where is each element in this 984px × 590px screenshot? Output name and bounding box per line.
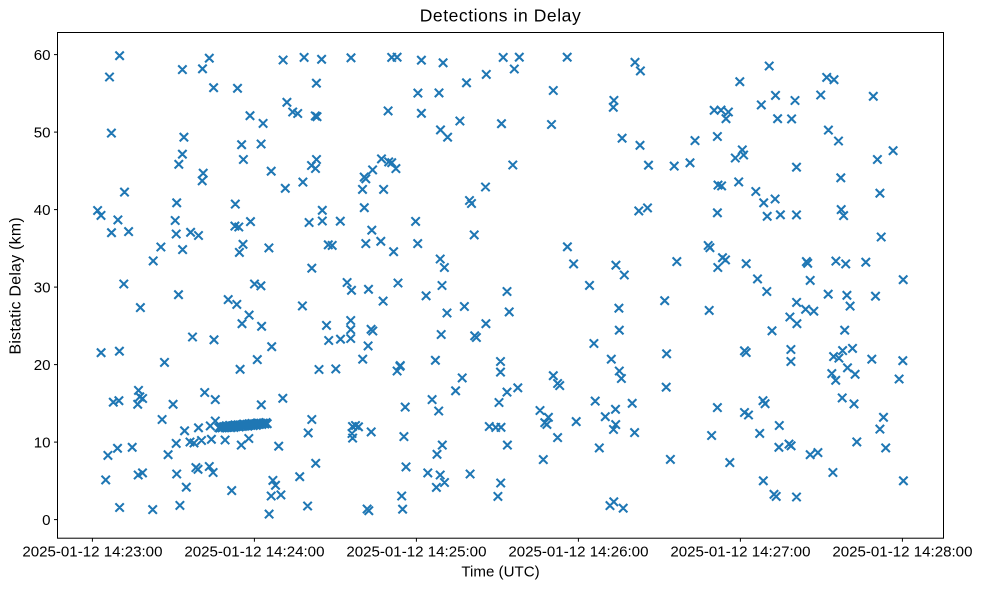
- svg-text:Detections in Delay: Detections in Delay: [420, 6, 582, 26]
- svg-text:20: 20: [34, 357, 51, 374]
- svg-text:2025-01-12 14:25:00: 2025-01-12 14:25:00: [346, 544, 486, 561]
- svg-text:60: 60: [34, 47, 51, 64]
- svg-text:2025-01-12 14:28:00: 2025-01-12 14:28:00: [832, 544, 972, 561]
- svg-text:30: 30: [34, 279, 51, 296]
- svg-text:2025-01-12 14:23:00: 2025-01-12 14:23:00: [22, 544, 162, 561]
- svg-text:Bistatic Delay (km): Bistatic Delay (km): [8, 217, 25, 354]
- svg-text:2025-01-12 14:26:00: 2025-01-12 14:26:00: [508, 544, 648, 561]
- svg-text:2025-01-12 14:24:00: 2025-01-12 14:24:00: [184, 544, 324, 561]
- svg-text:40: 40: [34, 202, 51, 219]
- svg-text:50: 50: [34, 124, 51, 141]
- svg-text:0: 0: [42, 512, 50, 529]
- svg-text:Time (UTC): Time (UTC): [461, 564, 539, 581]
- svg-text:10: 10: [34, 434, 51, 451]
- svg-text:2025-01-12 14:27:00: 2025-01-12 14:27:00: [670, 544, 810, 561]
